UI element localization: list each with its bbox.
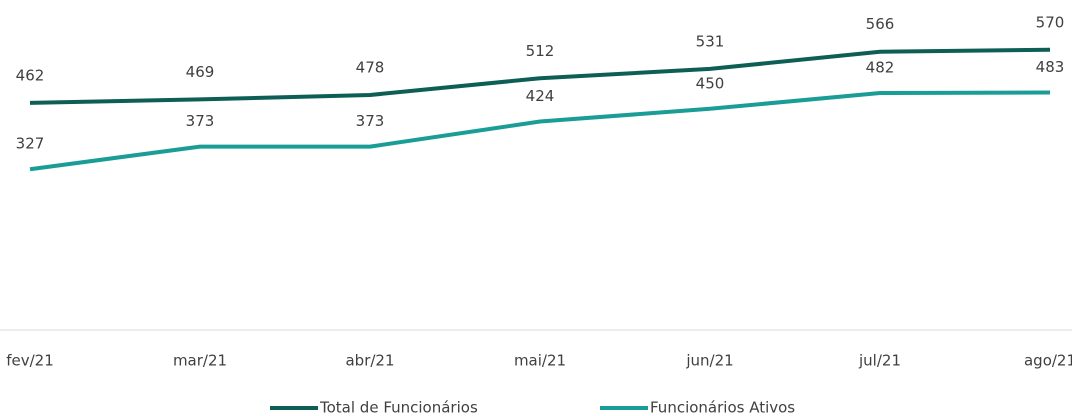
x-tick-label: mar/21	[173, 352, 227, 370]
data-label: 462	[16, 66, 45, 84]
x-tick-label: mai/21	[514, 352, 566, 370]
x-tick-label: fev/21	[6, 352, 54, 370]
line-series	[29, 90, 1051, 172]
x-tick-label: jun/21	[685, 352, 733, 370]
data-label: 327	[16, 135, 45, 153]
legend-label: Total de Funcionários	[319, 399, 478, 416]
data-label: 570	[1036, 13, 1065, 31]
data-label: 424	[526, 87, 555, 105]
data-label: 478	[356, 58, 385, 76]
data-label: 373	[356, 112, 385, 130]
data-label: 373	[186, 112, 215, 130]
data-label: 450	[696, 74, 725, 92]
data-label: 483	[1036, 58, 1065, 76]
x-tick-label: jul/21	[858, 352, 901, 370]
x-tick-label: abr/21	[345, 352, 394, 370]
data-label: 482	[866, 59, 895, 77]
data-label: 512	[526, 42, 555, 60]
line-series	[29, 47, 1051, 105]
data-label: 469	[186, 63, 215, 81]
x-tick-label: ago/21	[1024, 352, 1072, 370]
data-label: 531	[696, 32, 725, 50]
legend-label: Funcionários Ativos	[650, 399, 795, 416]
data-label: 566	[866, 15, 895, 33]
